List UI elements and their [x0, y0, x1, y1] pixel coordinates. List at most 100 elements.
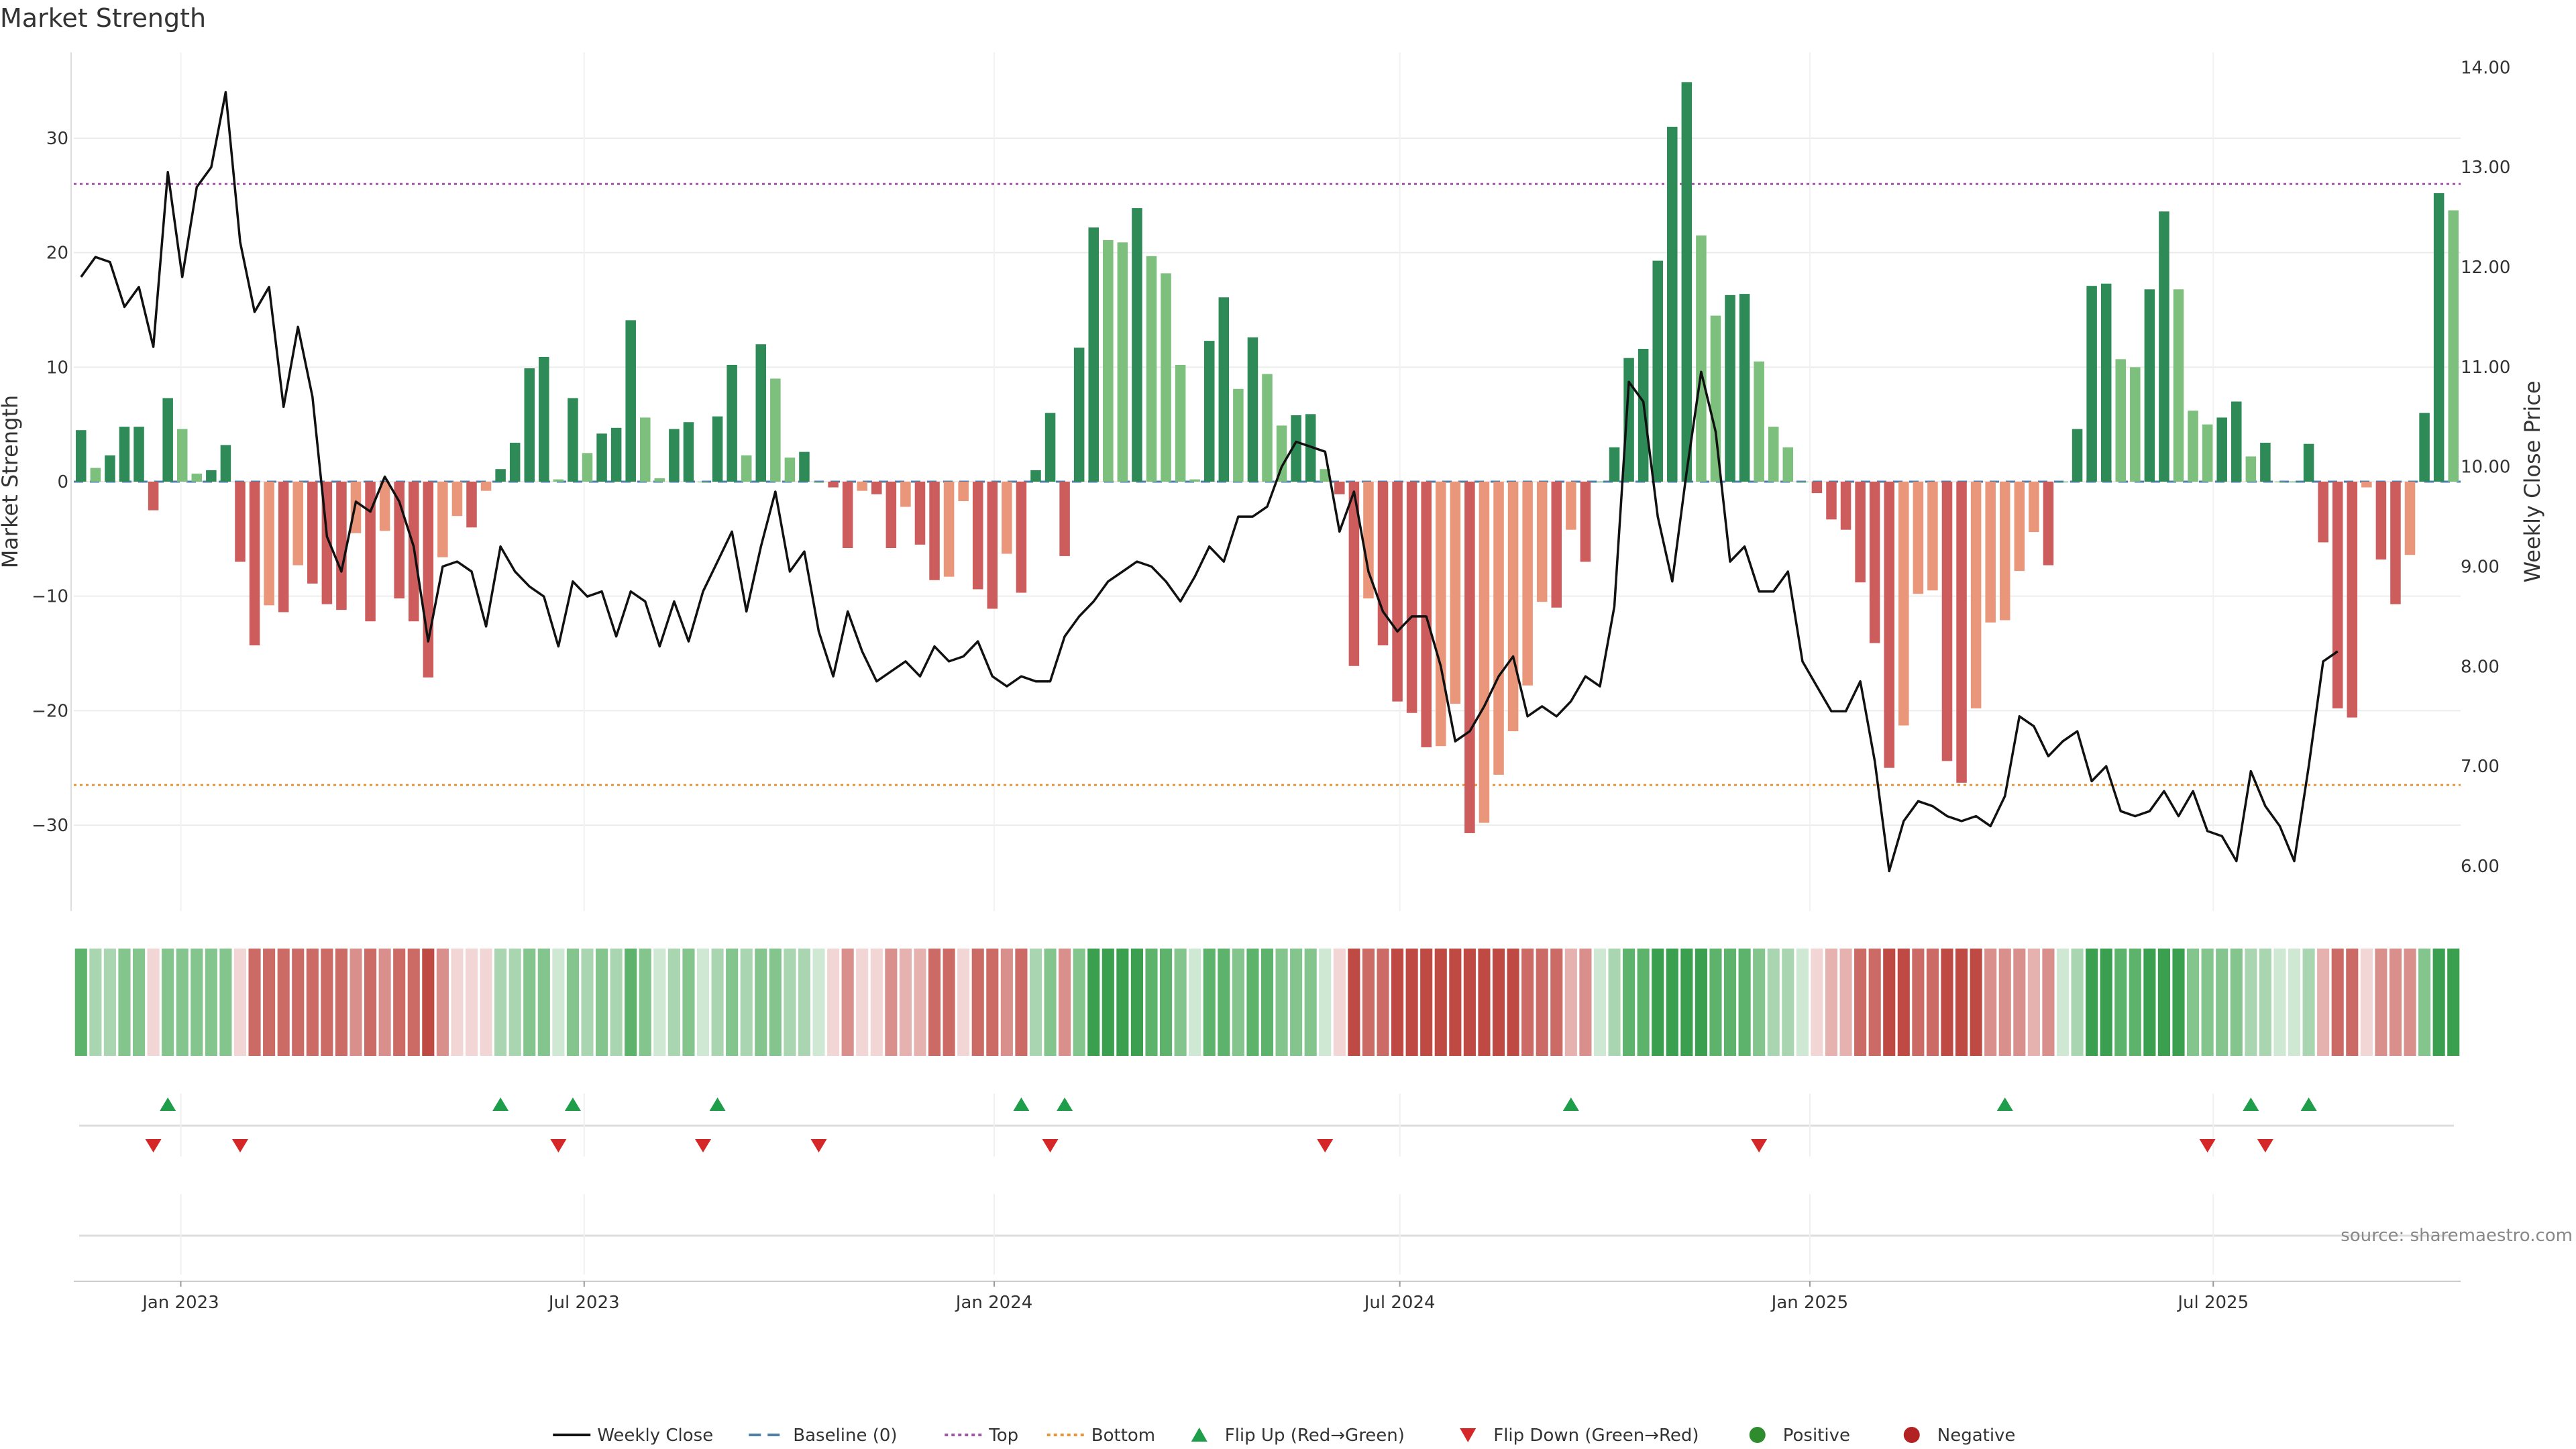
- ribbon-cell: [986, 949, 999, 1056]
- y-tick-right: 8.00: [2461, 657, 2500, 677]
- strength-bar: [2375, 482, 2387, 560]
- ribbon-cell: [1116, 949, 1129, 1056]
- ribbon-cell: [1521, 949, 1534, 1056]
- strength-bar: [249, 482, 260, 646]
- strength-bar: [2100, 283, 2112, 482]
- y-tick-left: 30: [46, 129, 68, 149]
- strength-bar: [466, 482, 477, 528]
- strength-bar: [1334, 482, 1345, 494]
- strength-bar: [1132, 208, 1142, 482]
- ribbon-cell: [2114, 949, 2127, 1056]
- legend-item: Negative: [1903, 1426, 2015, 1446]
- strength-bar: [2043, 482, 2054, 566]
- left-axis-ticks: 30 20 10 0 −10 −20 −30: [32, 129, 68, 836]
- ribbon-cell: [1839, 949, 1852, 1056]
- ribbon-cell: [1652, 949, 1664, 1056]
- strength-bar: [1203, 341, 1215, 482]
- ribbon-cell: [1348, 949, 1360, 1056]
- ribbon-cell: [1854, 949, 1867, 1056]
- ribbon-cell: [1333, 949, 1346, 1056]
- ribbon-cell: [306, 949, 319, 1056]
- ribbon-cell: [2360, 949, 2373, 1056]
- ribbon-cell: [696, 949, 710, 1056]
- ribbon-cell: [1218, 949, 1230, 1056]
- strength-bar: [1175, 364, 1186, 482]
- strength-bar: [1667, 126, 1678, 482]
- flip-down-marker: [2199, 1139, 2216, 1152]
- strength-bar: [264, 482, 274, 606]
- strength-bar: [1146, 256, 1157, 482]
- ribbon-cell: [2086, 949, 2098, 1056]
- strength-bar: [1681, 82, 1693, 482]
- ribbon-cell: [566, 949, 580, 1056]
- ribbon-cell: [2201, 949, 2214, 1056]
- strength-bar: [1507, 482, 1519, 732]
- flip-markers-panel: [79, 1093, 2454, 1275]
- ribbon-cell: [1029, 949, 1042, 1056]
- strength-bar: [1450, 482, 1461, 704]
- strength-bar: [553, 479, 564, 482]
- strength-bar: [1276, 425, 1287, 482]
- ribbon-cell: [1159, 949, 1173, 1056]
- strength-bar: [1898, 482, 1909, 726]
- ribbon-cell: [1246, 949, 1259, 1056]
- strength-bar: [929, 482, 940, 580]
- ribbon-cell: [1941, 949, 1953, 1056]
- flip-down-marker: [1042, 1139, 1059, 1152]
- ribbon-cell: [2375, 949, 2387, 1056]
- ribbon-cell: [191, 949, 203, 1056]
- ribbon-cell: [711, 949, 724, 1056]
- ribbon-cell: [1102, 949, 1114, 1056]
- ribbon-cell: [581, 949, 594, 1056]
- ribbon-cell: [885, 949, 898, 1056]
- strength-bar: [191, 474, 203, 482]
- strength-bar: [885, 482, 897, 548]
- strength-bar: [1016, 482, 1027, 593]
- strength-bar: [2216, 417, 2227, 482]
- ribbon-cell: [1275, 949, 1288, 1056]
- strength-bar: [972, 482, 983, 590]
- ribbon-cell: [1825, 949, 1838, 1056]
- ribbon-cell: [957, 949, 970, 1056]
- strength-bar: [610, 427, 622, 482]
- legend-label: Top: [988, 1426, 1018, 1446]
- strength-bar: [1363, 482, 1374, 599]
- legend-label: Flip Up (Red→Green): [1225, 1426, 1405, 1446]
- ribbon-cell: [552, 949, 565, 1056]
- legend-swatch: [1749, 1427, 1766, 1443]
- x-tick-label: Jul 2023: [547, 1293, 620, 1313]
- flip-up-marker: [709, 1097, 726, 1111]
- ribbon-cell: [943, 949, 955, 1056]
- ribbon-cell: [2245, 949, 2257, 1056]
- strength-bar: [119, 427, 130, 482]
- strength-bar: [1536, 482, 1548, 602]
- ribbon-cell: [856, 949, 869, 1056]
- strength-bar: [162, 398, 173, 482]
- strength-bar: [133, 427, 144, 482]
- ribbon-cell: [2157, 949, 2171, 1056]
- ribbon-cell: [1391, 949, 1404, 1056]
- ribbon-cell: [1608, 949, 1621, 1056]
- ribbon-cell: [1926, 949, 1939, 1056]
- strength-bar: [2390, 482, 2401, 604]
- strength-bar: [451, 482, 463, 517]
- strength-bar: [1754, 361, 1764, 482]
- ribbon-cell: [1463, 949, 1476, 1056]
- flip-down-marker: [2257, 1139, 2273, 1152]
- strength-bar: [741, 455, 752, 482]
- strength-bar: [943, 482, 955, 577]
- legend-label: Flip Down (Green→Red): [1493, 1426, 1699, 1446]
- strength-bar: [90, 468, 101, 482]
- ribbon-cell: [1478, 949, 1491, 1056]
- strength-bar: [958, 482, 969, 502]
- flip-down-marker: [231, 1139, 248, 1152]
- strength-bar: [1059, 482, 1070, 556]
- strength-ribbon: [74, 949, 2460, 1056]
- strength-bar: [1652, 260, 1663, 482]
- strength-bar: [1479, 482, 1490, 823]
- ribbon-cell: [1868, 949, 1881, 1056]
- ribbon-cell: [2389, 949, 2402, 1056]
- strength-bar: [1999, 482, 2010, 621]
- strength-bar: [1696, 235, 1707, 482]
- y-tick-left: −10: [32, 587, 68, 607]
